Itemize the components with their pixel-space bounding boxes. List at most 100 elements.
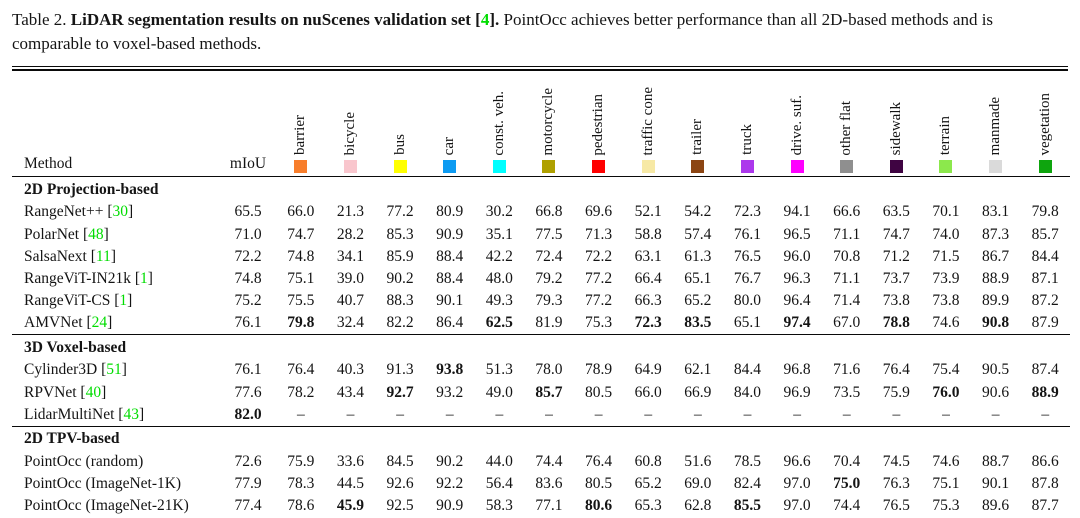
value-cell: 65.2 [634, 475, 662, 493]
value-cell: 94.1 [783, 203, 811, 221]
value-cell: 73.7 [882, 269, 910, 287]
column-header-motorcycle: motorcycle [524, 71, 574, 177]
class-label: car [441, 136, 458, 156]
value-cell: 85.9 [386, 247, 414, 265]
value-cell: 49.0 [485, 383, 513, 401]
value-cell: – [296, 405, 305, 423]
traffic-cone-color-swatch [641, 160, 655, 174]
value-cell: 96.0 [783, 247, 811, 265]
value-cell: 51.3 [485, 361, 513, 379]
value-cell: 77.2 [585, 292, 613, 310]
method-cell: PointOcc (random) [12, 451, 220, 473]
value-cell: 65.1 [733, 314, 761, 332]
citation-link[interactable]: 48 [88, 225, 104, 243]
value-cell: 89.6 [982, 497, 1010, 515]
miou-cell: 82.0 [234, 405, 262, 423]
value-cell: 73.8 [932, 292, 960, 310]
value-cell: 90.6 [982, 383, 1010, 401]
column-header-other-flat: other flat [822, 71, 872, 177]
value-cell: 77.2 [386, 203, 414, 221]
method-cell: Cylinder3D [51] [24, 361, 127, 379]
section-header-row: 3D Voxel-based [12, 335, 1070, 360]
method-name: PointOcc (ImageNet-1K) [24, 475, 182, 493]
value-cell: 96.4 [783, 292, 811, 310]
value-cell: 62.1 [684, 361, 712, 379]
citation-link[interactable]: 43 [123, 405, 139, 423]
car-color-swatch [443, 160, 457, 174]
value-cell: 77.2 [585, 269, 613, 287]
value-cell: 76.1 [733, 225, 761, 243]
caption-rest: PointOcc achieves better performance tha… [12, 10, 994, 54]
pedestrian-color-swatch [592, 160, 606, 174]
miou-cell: 72.6 [234, 453, 262, 471]
value-cell: 49.3 [485, 292, 513, 310]
value-cell: 63.5 [882, 203, 910, 221]
value-cell: 71.2 [882, 247, 910, 265]
table-row: AMVNet [24] 76.1 79.8 32.4 82.2 86.4 62.5 81.9 7… [12, 312, 1070, 335]
value-cell: 21.3 [336, 203, 364, 221]
class-label: pedestrian [590, 93, 607, 156]
value-cell: 74.4 [535, 453, 563, 471]
value-cell: 66.4 [634, 269, 662, 287]
value-cell: 92.7 [386, 383, 414, 401]
value-cell: 88.4 [436, 247, 464, 265]
column-header-drive-suf: drive. suf. [772, 71, 822, 177]
citation-link[interactable]: 30 [112, 203, 129, 221]
value-cell: 96.3 [783, 269, 811, 287]
value-cell: 74.6 [932, 453, 960, 471]
method-name: PointOcc (ImageNet-21K) [24, 497, 189, 515]
value-cell: 44.5 [336, 475, 364, 493]
value-cell: 79.3 [535, 292, 563, 310]
value-cell: 87.4 [1031, 361, 1059, 379]
value-cell: 83.5 [684, 314, 712, 332]
value-cell: – [594, 405, 603, 423]
value-cell: 58.8 [634, 225, 662, 243]
value-cell: 88.9 [982, 269, 1010, 287]
column-header-traffic-cone: traffic cone [623, 71, 673, 177]
value-cell: 87.8 [1031, 475, 1059, 493]
motorcycle-color-swatch [542, 160, 556, 174]
value-cell: 85.3 [386, 225, 414, 243]
method-cell: PointOcc (ImageNet-1K) [12, 473, 220, 495]
citation-link[interactable]: 11 [95, 247, 111, 265]
value-cell: 85.7 [535, 383, 563, 401]
value-cell: 96.6 [783, 453, 811, 471]
table-row: LidarMultiNet [43] 82.0 – – – – – – – – – – – – – – – – [12, 404, 1070, 427]
value-cell: 70.4 [833, 453, 861, 471]
value-cell: 44.0 [485, 453, 513, 471]
class-label: other flat [838, 100, 855, 156]
citation-link[interactable]: 51 [106, 361, 122, 379]
value-cell: 96.9 [783, 383, 811, 401]
class-label: sidewalk [887, 101, 904, 156]
value-cell: 80.0 [733, 292, 761, 310]
value-cell: 87.2 [1031, 292, 1059, 310]
class-label: terrain [937, 116, 954, 156]
value-cell: 75.3 [585, 314, 613, 332]
section-header-row: 2D TPV-based [12, 426, 1070, 451]
citation-link[interactable]: 24 [91, 314, 108, 332]
class-label: barrier [292, 115, 309, 156]
value-cell: 28.2 [336, 225, 364, 243]
caption-cite-bracket-open: [ [475, 10, 481, 29]
class-label: drive. suf. [788, 94, 805, 156]
miou-cell: 65.5 [234, 203, 262, 221]
citation-link[interactable]: 1 [140, 269, 148, 287]
citation-link[interactable]: 4 [480, 10, 490, 29]
method-name: RangeNet++ [24, 203, 104, 221]
value-cell: 62.8 [684, 497, 712, 515]
table-header: Method mIoU barrier bicycle bus car const. v… [12, 71, 1070, 177]
caption-title: LiDAR segmentation results on nuScenes v… [70, 10, 471, 29]
column-header-terrain: terrain [921, 71, 971, 177]
value-cell: 78.5 [733, 453, 761, 471]
value-cell: 90.2 [386, 269, 414, 287]
value-cell: 52.1 [634, 203, 662, 221]
value-cell: 75.4 [932, 361, 960, 379]
citation-link[interactable]: 40 [85, 383, 102, 401]
miou-cell: 71.0 [234, 225, 262, 243]
truck-color-swatch [740, 160, 754, 174]
value-cell: 76.3 [882, 475, 910, 493]
citation-link[interactable]: 1 [119, 292, 128, 310]
table-row: RangeViT-CS [1] 75.2 75.5 40.7 88.3 90.1 49.3 7… [12, 290, 1070, 312]
miou-cell: 77.9 [234, 475, 262, 493]
